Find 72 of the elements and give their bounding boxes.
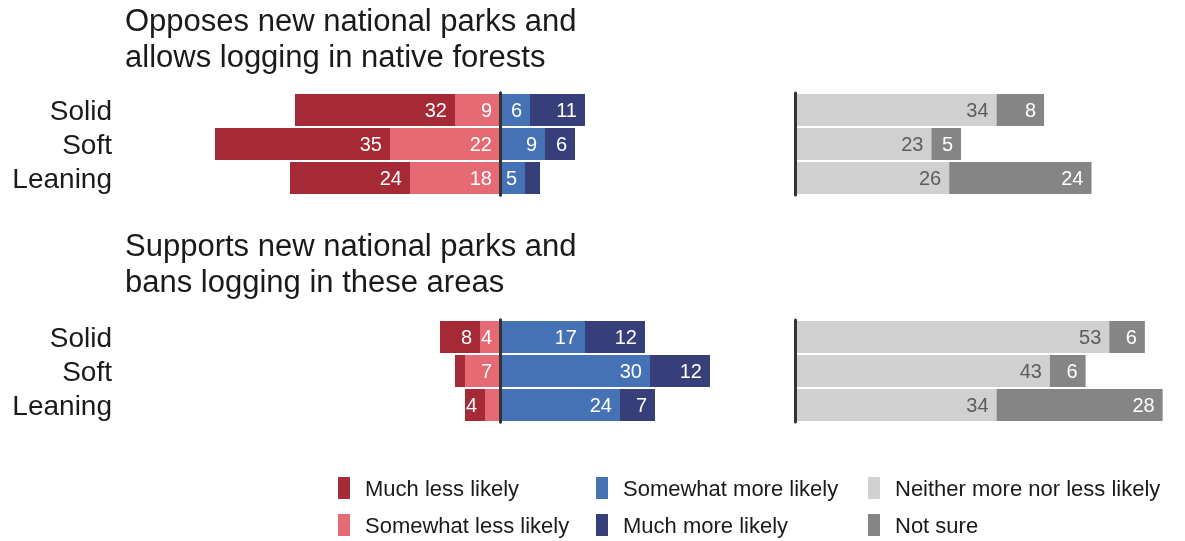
bar xyxy=(795,355,1050,387)
data-label: 28 xyxy=(1132,394,1155,416)
data-label: 23 xyxy=(901,133,924,155)
data-label: 6 xyxy=(1066,360,1078,382)
bar xyxy=(996,389,1163,421)
bar xyxy=(585,321,645,353)
y-tick-label: Leaning xyxy=(12,162,112,194)
data-label: 34 xyxy=(966,99,989,121)
data-label: 8 xyxy=(460,326,472,348)
legend-label: Somewhat more likely xyxy=(623,475,839,501)
bar xyxy=(440,321,480,353)
y-tick-label: Solid xyxy=(49,94,112,126)
data-label: 22 xyxy=(469,133,492,155)
bar xyxy=(795,321,1110,353)
legend-label: Neither more nor less likely xyxy=(895,475,1161,501)
data-label: 11 xyxy=(556,99,577,121)
bar xyxy=(795,94,997,126)
bar xyxy=(215,128,390,160)
data-label: 26 xyxy=(918,167,942,189)
data-label: 24 xyxy=(1061,167,1084,189)
data-label: 5 xyxy=(941,133,954,155)
bar xyxy=(525,162,540,194)
data-label: 53 xyxy=(1079,326,1102,348)
bar xyxy=(1109,321,1145,353)
data-label: 12 xyxy=(679,360,702,382)
bar xyxy=(485,389,500,421)
y-tick-label: Leaning xyxy=(12,389,112,421)
bar xyxy=(290,162,410,194)
bar xyxy=(949,162,1092,194)
bar xyxy=(530,94,585,126)
y-tick-label: Solid xyxy=(49,321,112,353)
data-label: 8 xyxy=(1024,99,1037,121)
data-label: 35 xyxy=(359,133,382,155)
data-label: 6 xyxy=(510,99,522,121)
data-label: 12 xyxy=(614,326,637,348)
bar xyxy=(455,355,465,387)
data-label: 24 xyxy=(379,167,402,189)
bar xyxy=(795,162,950,194)
data-label: 7 xyxy=(635,394,647,416)
y-tick-label: Soft xyxy=(62,355,113,387)
data-label: 32 xyxy=(424,99,447,121)
data-label: 34 xyxy=(966,394,989,416)
bar xyxy=(795,128,932,160)
bar xyxy=(1049,355,1086,387)
bar xyxy=(650,355,710,387)
data-label: 24 xyxy=(589,394,612,416)
data-label: 9 xyxy=(480,99,492,121)
legend-label: Much less likely xyxy=(365,475,520,501)
bar xyxy=(620,389,655,421)
data-label: 7 xyxy=(480,360,492,382)
data-label: 6 xyxy=(1125,326,1137,348)
data-label: 4 xyxy=(465,394,477,416)
bar xyxy=(931,128,962,160)
legend-label: Somewhat less likely xyxy=(365,512,570,538)
bar xyxy=(295,94,455,126)
legend-label: Not sure xyxy=(895,512,979,538)
y-tick-label: Soft xyxy=(62,128,113,160)
data-label: 6 xyxy=(555,133,567,155)
data-label: 43 xyxy=(1019,360,1042,382)
data-label: 9 xyxy=(525,133,537,155)
bar xyxy=(795,389,997,421)
legend-label: Much more likely xyxy=(623,512,789,538)
data-label: 4 xyxy=(480,326,492,348)
bar xyxy=(996,94,1045,126)
data-label: 18 xyxy=(469,167,492,189)
bar xyxy=(545,128,575,160)
chart-title: Opposes new national parks and allows logging in native forests xyxy=(125,2,586,74)
data-label: 17 xyxy=(554,326,577,348)
data-label: 5 xyxy=(505,167,517,189)
bar xyxy=(465,355,500,387)
chart-title: Supports new national parks and bans logging in these areas xyxy=(125,227,586,299)
data-label: 30 xyxy=(619,360,642,382)
